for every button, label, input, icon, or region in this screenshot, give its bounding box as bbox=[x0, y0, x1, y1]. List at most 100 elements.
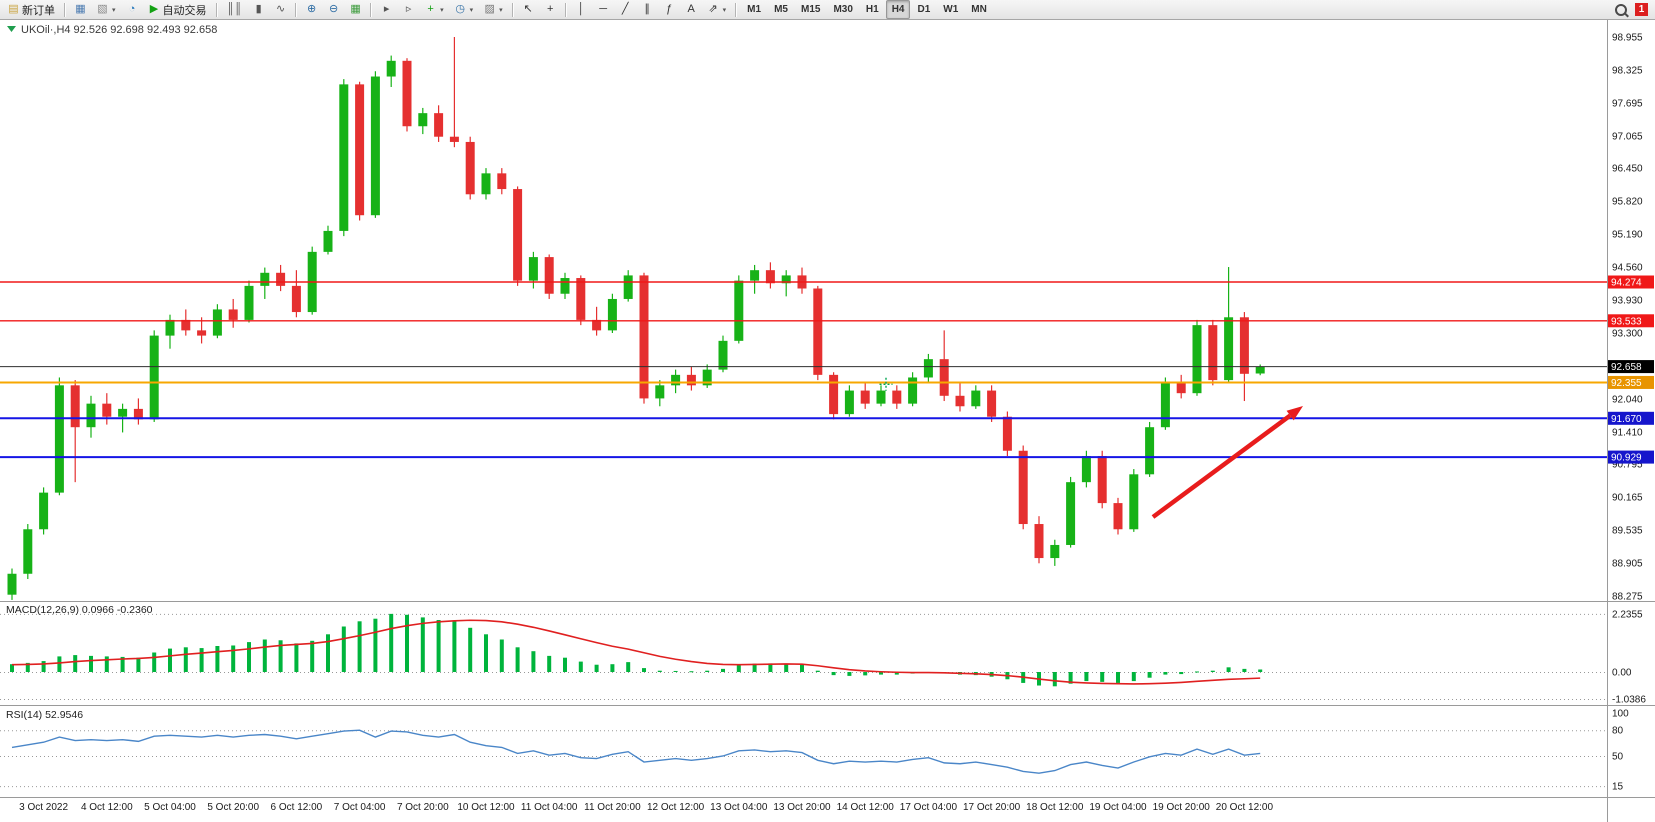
time-axis-label: 18 Oct 12:00 bbox=[1026, 802, 1084, 813]
macd-histogram-bar bbox=[689, 671, 694, 673]
timeframe-button-m1[interactable]: M1 bbox=[747, 4, 762, 15]
macd-histogram-bar bbox=[57, 656, 62, 672]
timeframe-button-h4[interactable]: H4 bbox=[885, 0, 911, 19]
new-chart-button[interactable]: ▦ bbox=[70, 0, 91, 19]
zoom-out-button[interactable]: ⊖ bbox=[323, 0, 344, 19]
price-axis-label: 88.275 bbox=[1612, 591, 1643, 602]
timeframe-button-m30[interactable]: M30 bbox=[833, 4, 853, 15]
market-watch-button[interactable]: ◔ bbox=[122, 0, 143, 19]
price-badge-label: 93.533 bbox=[1611, 316, 1642, 327]
new-order-button[interactable]: ▤ 新订单 bbox=[3, 0, 60, 19]
candle-down bbox=[592, 319, 602, 331]
macd-histogram-bar bbox=[1258, 669, 1263, 672]
macd-histogram-bar bbox=[120, 656, 125, 672]
time-axis-label: 20 Oct 12:00 bbox=[1216, 802, 1274, 813]
timeframe-button-d1[interactable]: D1 bbox=[917, 4, 931, 15]
trendline-icon: ╱ bbox=[621, 3, 629, 15]
chart-shift-icon: ▹ bbox=[405, 3, 412, 15]
timeframe-button-m15[interactable]: M15 bbox=[800, 4, 821, 15]
candle-up bbox=[702, 369, 712, 386]
equidistant-channel-button[interactable]: ∥ bbox=[637, 0, 658, 19]
dropdown-arrow-icon: ▾ bbox=[499, 6, 503, 14]
notification-badge[interactable]: 1 bbox=[1635, 3, 1648, 16]
toolbar-separator bbox=[64, 2, 66, 17]
candle-up bbox=[607, 298, 617, 331]
timeframe-button-w1[interactable]: W1 bbox=[943, 4, 959, 15]
macd-histogram-bar bbox=[626, 662, 631, 672]
macd-histogram-bar bbox=[863, 672, 868, 676]
one-click-trading-toggle[interactable] bbox=[7, 26, 16, 32]
autotrade-button[interactable]: ▶ 自动交易 bbox=[144, 0, 212, 19]
macd-histogram-bar bbox=[294, 643, 299, 672]
candle-up bbox=[54, 385, 64, 493]
macd-histogram-bar bbox=[484, 634, 488, 672]
time-axis-label: 19 Oct 20:00 bbox=[1153, 802, 1211, 813]
price-badge-label: 94.274 bbox=[1611, 278, 1642, 289]
current-price-badge-label: 92.658 bbox=[1611, 362, 1642, 373]
fibonacci-icon: ƒ bbox=[666, 3, 673, 15]
candle-up bbox=[165, 319, 175, 336]
horizontal-line-icon: ─ bbox=[599, 3, 608, 15]
profiles-button[interactable]: ▧ ▾ bbox=[92, 0, 121, 19]
candle-down bbox=[355, 84, 365, 216]
auto-scroll-button[interactable]: ▸ bbox=[376, 0, 397, 19]
macd-histogram-bar bbox=[831, 672, 836, 676]
periods-button[interactable]: ◷ ▾ bbox=[450, 0, 479, 19]
zoom-out-icon: ⊖ bbox=[329, 3, 339, 15]
trend-arrow-line[interactable] bbox=[1151, 413, 1292, 519]
horizontal-line-button[interactable]: ─ bbox=[593, 0, 614, 19]
templates-button[interactable]: ▨ ▾ bbox=[479, 0, 508, 19]
candle-down bbox=[829, 374, 839, 415]
text-button[interactable]: A bbox=[681, 0, 702, 19]
line-chart-button[interactable]: ∿ bbox=[270, 0, 291, 19]
candlestick-chart-button[interactable]: ▮ bbox=[248, 0, 269, 19]
zoom-in-button[interactable]: ⊕ bbox=[301, 0, 322, 19]
candle-down bbox=[1002, 416, 1012, 451]
candle-up bbox=[386, 60, 396, 77]
macd-histogram-bar bbox=[1100, 672, 1105, 682]
candle-down bbox=[449, 136, 459, 142]
market-watch-icon: ◔ bbox=[128, 3, 136, 15]
candle-down bbox=[892, 390, 902, 404]
crosshair-button[interactable]: + bbox=[540, 0, 561, 19]
tile-windows-button[interactable]: ▦ bbox=[345, 0, 366, 19]
macd-histogram-bar bbox=[894, 672, 899, 675]
candle-down bbox=[813, 288, 823, 375]
shapes-button[interactable]: ⇗ ▾ bbox=[703, 0, 732, 19]
new-order-button-label: 新订单 bbox=[22, 4, 55, 17]
macd-histogram-bar bbox=[531, 651, 536, 672]
search-button[interactable] bbox=[1610, 0, 1632, 19]
timeframe-button-mn[interactable]: MN bbox=[971, 4, 987, 15]
time-axis-label: 11 Oct 20:00 bbox=[584, 802, 641, 813]
chart-shift-button[interactable]: ▹ bbox=[398, 0, 419, 19]
macd-histogram-bar bbox=[752, 663, 757, 672]
timeframe-button-h1[interactable]: H1 bbox=[865, 4, 879, 15]
trend-arrow-head[interactable] bbox=[1286, 406, 1303, 421]
macd-histogram-bar bbox=[768, 663, 773, 672]
price-axis-label: 90.795 bbox=[1612, 460, 1643, 471]
cursor-button[interactable]: ↖ bbox=[518, 0, 539, 19]
macd-histogram-bar bbox=[736, 665, 741, 672]
candle-down bbox=[1113, 503, 1123, 530]
trendline-button[interactable]: ╱ bbox=[615, 0, 636, 19]
indicators-button[interactable]: + ▾ bbox=[420, 0, 449, 19]
macd-histogram-bar bbox=[847, 672, 852, 676]
current-price-badge bbox=[1608, 360, 1654, 374]
rsi-axis-label: 15 bbox=[1612, 782, 1624, 793]
candle-up bbox=[528, 257, 538, 281]
candle-down bbox=[1097, 455, 1107, 504]
bar-chart-button[interactable]: ║║ bbox=[222, 0, 248, 19]
ohlc-bars-icon: ║║ bbox=[226, 3, 243, 15]
text-label-icon: A bbox=[687, 3, 695, 15]
timeframe-button-m5[interactable]: M5 bbox=[774, 4, 788, 15]
candle-down bbox=[70, 385, 80, 428]
macd-histogram-bar bbox=[231, 645, 236, 672]
macd-histogram-bar bbox=[341, 626, 346, 672]
vertical-line-button[interactable]: │ bbox=[571, 0, 592, 19]
shapes-icon: ⇗ bbox=[708, 3, 718, 15]
macd-histogram-bar bbox=[563, 657, 567, 672]
macd-histogram-bar bbox=[673, 670, 678, 672]
fibonacci-button[interactable]: ƒ bbox=[659, 0, 680, 19]
rsi-axis-label: 50 bbox=[1612, 752, 1624, 763]
